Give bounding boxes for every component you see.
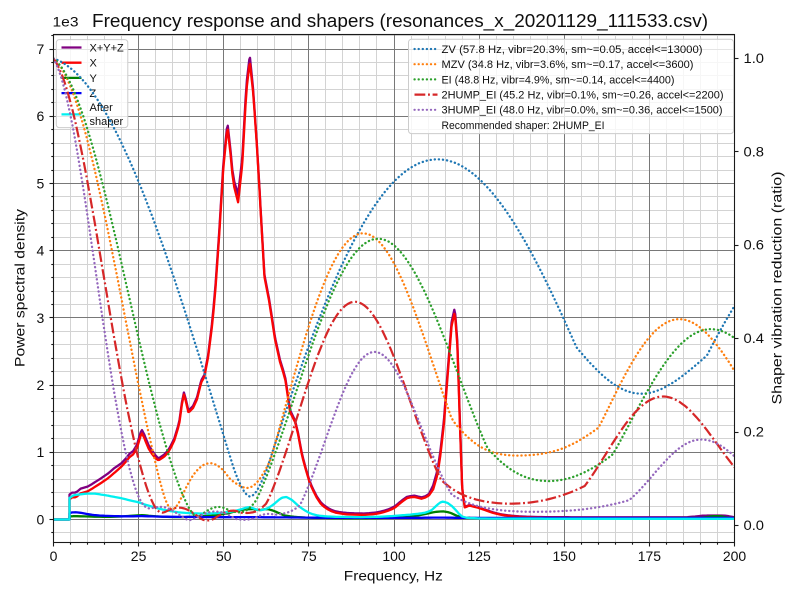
svg-text:0.0: 0.0 [744,517,765,533]
svg-text:Shaper vibration reduction (ra: Shaper vibration reduction (ratio) [770,172,785,405]
svg-text:0.6: 0.6 [744,237,765,253]
svg-text:ZV (57.8 Hz, vibr=20.3%, sm~=0: ZV (57.8 Hz, vibr=20.3%, sm~=0.05, accel… [442,44,703,56]
svg-text:50: 50 [216,548,232,564]
svg-text:Y: Y [90,73,98,85]
svg-text:5: 5 [37,175,45,191]
svg-text:3HUMP_EI (48.0 Hz, vibr=0.0%,: 3HUMP_EI (48.0 Hz, vibr=0.0%, sm~=0.36, … [442,105,723,117]
svg-text:6: 6 [37,108,45,124]
svg-text:125: 125 [467,548,491,564]
svg-text:200: 200 [723,548,747,564]
svg-text:MZV (34.8 Hz, vibr=3.6%, sm~=0: MZV (34.8 Hz, vibr=3.6%, sm~=0.17, accel… [442,59,694,71]
svg-text:150: 150 [553,548,577,564]
svg-text:0.2: 0.2 [744,424,765,440]
svg-text:1.0: 1.0 [744,50,765,66]
svg-text:Power spectral density: Power spectral density [13,209,28,367]
svg-text:0.4: 0.4 [744,330,765,346]
svg-text:4: 4 [37,243,45,259]
svg-text:100: 100 [382,548,406,564]
svg-text:7: 7 [37,41,45,57]
svg-text:0: 0 [37,511,45,527]
svg-text:X+Y+Z: X+Y+Z [90,42,125,54]
svg-text:2: 2 [37,377,45,393]
svg-text:Frequency, Hz: Frequency, Hz [344,569,443,584]
svg-text:EI (48.8 Hz, vibr=4.9%, sm~=0.: EI (48.8 Hz, vibr=4.9%, sm~=0.14, accel<… [442,74,675,86]
svg-text:shaper: shaper [90,116,124,128]
svg-text:25: 25 [131,548,147,564]
svg-text:3: 3 [37,310,45,326]
svg-text:0: 0 [50,548,58,564]
svg-text:0.8: 0.8 [744,143,765,159]
svg-text:After: After [90,102,114,114]
svg-text:2HUMP_EI (45.2 Hz, vibr=0.1%,: 2HUMP_EI (45.2 Hz, vibr=0.1%, sm~=0.26, … [442,90,724,102]
svg-text:175: 175 [638,548,662,564]
svg-text:X: X [90,58,98,70]
svg-text:Recommended shaper: 2HUMP_EI: Recommended shaper: 2HUMP_EI [442,120,605,132]
svg-text:1e3: 1e3 [53,15,79,30]
svg-text:Frequency response and shapers: Frequency response and shapers (resonanc… [92,11,708,32]
svg-text:75: 75 [301,548,317,564]
svg-text:1: 1 [37,444,45,460]
